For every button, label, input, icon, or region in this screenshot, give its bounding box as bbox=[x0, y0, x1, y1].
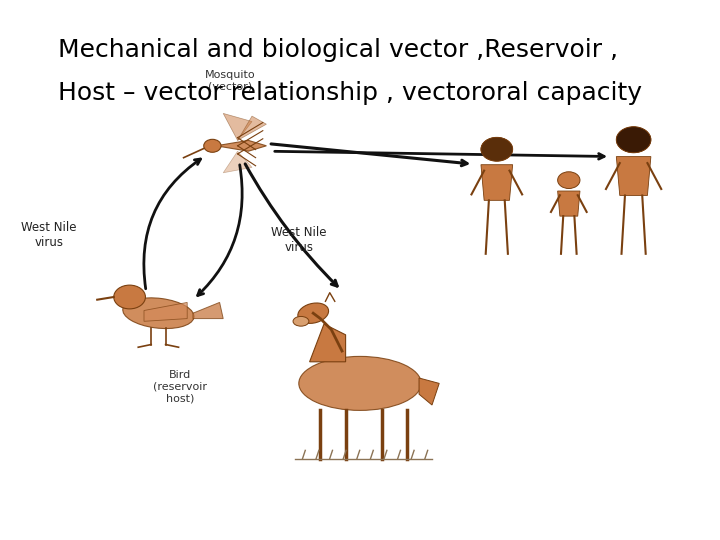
Text: West Nile
virus: West Nile virus bbox=[21, 221, 77, 249]
Ellipse shape bbox=[299, 356, 421, 410]
Polygon shape bbox=[558, 191, 580, 216]
Circle shape bbox=[558, 172, 580, 188]
Ellipse shape bbox=[298, 303, 328, 323]
Polygon shape bbox=[616, 157, 651, 195]
Ellipse shape bbox=[293, 316, 309, 326]
Circle shape bbox=[114, 285, 145, 309]
Ellipse shape bbox=[123, 298, 194, 328]
Text: Mosquito
(vector): Mosquito (vector) bbox=[205, 70, 256, 92]
Polygon shape bbox=[238, 116, 266, 140]
Polygon shape bbox=[223, 151, 252, 173]
Text: West Nile
virus: West Nile virus bbox=[271, 226, 327, 254]
Polygon shape bbox=[144, 302, 187, 321]
Polygon shape bbox=[223, 113, 252, 140]
Circle shape bbox=[481, 137, 513, 161]
Polygon shape bbox=[481, 165, 513, 200]
Polygon shape bbox=[216, 140, 266, 151]
Text: Bird
(reservoir
host): Bird (reservoir host) bbox=[153, 370, 207, 403]
Polygon shape bbox=[193, 302, 223, 319]
Polygon shape bbox=[310, 324, 346, 362]
Circle shape bbox=[616, 127, 651, 153]
Circle shape bbox=[481, 137, 513, 161]
Text: Host – vector relationship , vectororal capacity: Host – vector relationship , vectororal … bbox=[58, 81, 642, 105]
Circle shape bbox=[616, 127, 651, 153]
Circle shape bbox=[204, 139, 221, 152]
Text: Mechanical and biological vector ,Reservoir ,: Mechanical and biological vector ,Reserv… bbox=[58, 38, 618, 62]
Polygon shape bbox=[419, 378, 439, 405]
